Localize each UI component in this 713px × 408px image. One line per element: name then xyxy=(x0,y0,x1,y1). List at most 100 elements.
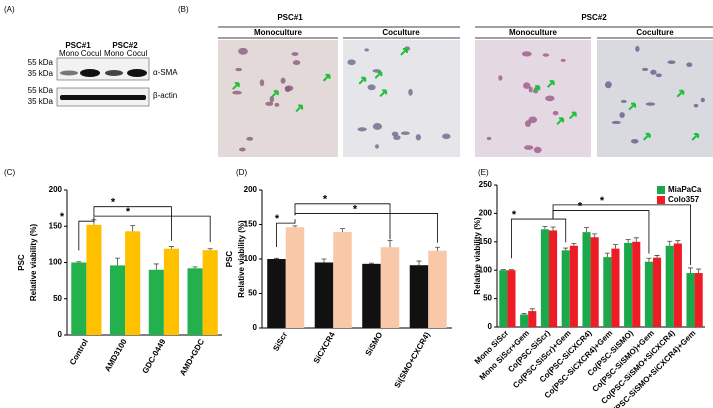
cell xyxy=(524,145,534,150)
cell xyxy=(232,90,242,95)
error-bar xyxy=(667,240,673,246)
cell xyxy=(528,86,533,93)
y-tick-label: 150 xyxy=(244,220,258,229)
arrow xyxy=(322,73,331,82)
arrow xyxy=(295,104,304,113)
arrow xyxy=(569,111,577,120)
arrow xyxy=(379,89,388,98)
cell xyxy=(239,147,246,152)
arrow xyxy=(642,132,651,141)
cell xyxy=(528,116,538,124)
bar xyxy=(653,257,662,327)
error-bar xyxy=(435,246,441,251)
x-tick-label: SiCXCR4 xyxy=(312,330,337,365)
significance-bracket xyxy=(276,219,296,247)
bar xyxy=(561,250,570,327)
x-tick-label: GDC-0449 xyxy=(141,337,168,375)
bar xyxy=(540,229,549,327)
cell xyxy=(408,88,413,96)
marker: 55 kDa xyxy=(28,58,54,67)
micrograph xyxy=(343,40,460,157)
cell xyxy=(415,134,422,141)
cell xyxy=(259,79,265,87)
cell xyxy=(560,58,566,62)
cell xyxy=(347,59,356,66)
blot-alpha-sma xyxy=(56,57,150,81)
y-tick-label: 0 xyxy=(58,330,63,339)
cell xyxy=(700,97,705,103)
cell xyxy=(274,102,280,107)
error-bar xyxy=(500,269,506,271)
error-bar xyxy=(675,240,681,244)
cell xyxy=(655,73,662,78)
bar xyxy=(285,227,305,328)
band xyxy=(127,69,147,77)
y-tick-label: 150 xyxy=(479,237,493,246)
cell xyxy=(291,52,299,57)
cell xyxy=(630,139,639,144)
arrow xyxy=(676,89,685,98)
y-tick-label: 100 xyxy=(479,265,493,274)
error-bar xyxy=(604,252,610,258)
panel-label: (C) xyxy=(4,168,15,177)
cell xyxy=(521,51,532,57)
cell xyxy=(374,144,380,149)
bar xyxy=(520,314,529,327)
significance-star: * xyxy=(275,213,280,225)
error-bar xyxy=(416,260,422,266)
bar xyxy=(673,243,682,327)
error-bar xyxy=(612,244,618,249)
significance-star: * xyxy=(600,195,605,207)
bar xyxy=(582,232,591,327)
cell xyxy=(486,136,492,141)
cell xyxy=(372,123,382,130)
significance-star: * xyxy=(578,200,583,212)
band xyxy=(60,70,78,76)
bar xyxy=(590,237,599,327)
band-label: β-actin xyxy=(153,91,177,100)
error-bar xyxy=(340,228,346,233)
cell xyxy=(619,112,625,119)
error-bar xyxy=(521,312,527,315)
cell xyxy=(238,47,248,55)
error-bar xyxy=(571,243,577,246)
bar xyxy=(603,257,612,327)
cell xyxy=(280,77,286,84)
arrow xyxy=(400,47,408,56)
arrow xyxy=(271,90,279,98)
y-tick-label: 200 xyxy=(479,209,493,218)
significance-star: * xyxy=(323,194,328,206)
cell xyxy=(620,99,627,103)
cell xyxy=(364,48,369,52)
bar xyxy=(611,248,620,327)
bar xyxy=(686,273,695,327)
cell xyxy=(367,84,376,91)
marker: 35 kDa xyxy=(28,69,54,78)
significance-bracket xyxy=(511,218,567,259)
bar xyxy=(428,250,447,328)
error-bar xyxy=(130,225,136,232)
cell xyxy=(393,135,401,141)
bar xyxy=(549,230,558,327)
cell xyxy=(284,85,294,91)
y-tick-label: 200 xyxy=(244,185,258,194)
significance-bracket xyxy=(78,216,95,251)
significance-bracket xyxy=(93,212,211,243)
y-tick-label: 150 xyxy=(49,221,63,230)
y-axis-label: Relative viability (%) xyxy=(237,220,246,298)
arrow xyxy=(546,80,555,88)
legend-label: Colo357 xyxy=(668,195,700,204)
error-bar xyxy=(153,263,159,270)
cell xyxy=(604,81,612,89)
bar xyxy=(202,250,218,335)
significance-bracket xyxy=(552,204,691,266)
marker: 35 kDa xyxy=(28,97,54,106)
cell xyxy=(667,60,676,65)
error-bar xyxy=(592,233,598,238)
error-bar xyxy=(696,268,702,274)
cell xyxy=(442,133,451,140)
cell xyxy=(693,103,699,108)
image-title: Monoculture xyxy=(509,28,558,37)
bar xyxy=(632,241,641,327)
lane-label: Cocul xyxy=(127,49,148,58)
